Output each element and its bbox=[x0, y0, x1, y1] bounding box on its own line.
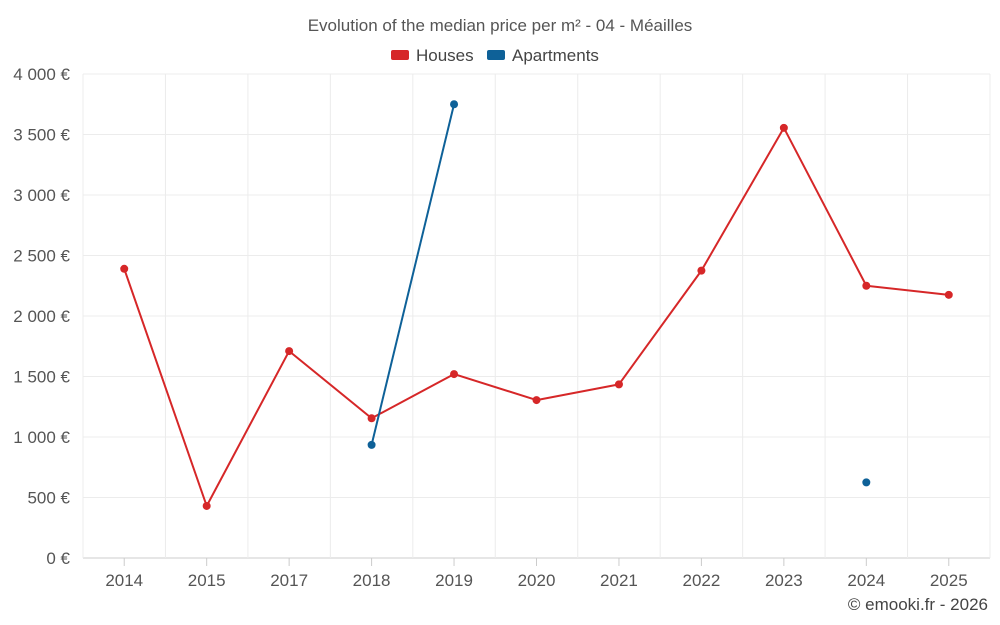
apartments-point[interactable]: Apartments 2018: 935 bbox=[367, 440, 376, 449]
houses-point[interactable]: Houses 2020: 1305 bbox=[532, 396, 541, 405]
x-tick-label: 2021 bbox=[600, 571, 638, 590]
y-tick-label: 2 500 € bbox=[13, 247, 70, 266]
houses-point[interactable]: Houses 2025: 2175 bbox=[944, 290, 953, 299]
apartments-line bbox=[370, 104, 456, 446]
houses-point[interactable]: Houses 2024: 2250 bbox=[862, 281, 871, 290]
houses-point[interactable]: Houses 2023: 3555 bbox=[779, 123, 788, 132]
x-tick-label: 2024 bbox=[847, 571, 885, 590]
y-tick-label: 1 500 € bbox=[13, 368, 70, 387]
chart-title: Evolution of the median price per m² - 0… bbox=[308, 16, 693, 35]
y-tick-label: 1 000 € bbox=[13, 428, 70, 447]
legend-label-apartments[interactable]: Apartments bbox=[512, 46, 599, 65]
x-tick-label: 2017 bbox=[270, 571, 308, 590]
houses-point[interactable]: Houses 2017: 1710 bbox=[285, 347, 294, 356]
houses-point[interactable]: Houses 2018: 1155 bbox=[367, 414, 376, 423]
x-tick-label: 2014 bbox=[105, 571, 143, 590]
x-tick-label: 2023 bbox=[765, 571, 803, 590]
houses-point[interactable]: Houses 2021: 1435 bbox=[614, 380, 623, 389]
apartments-point[interactable]: Apartments 2019: 3750 bbox=[450, 100, 459, 109]
houses-point[interactable]: Houses 2014: 2390 bbox=[120, 264, 129, 273]
apartments-point[interactable]: Apartments 2024: 625 bbox=[862, 478, 871, 487]
legend: Houses Apartments bbox=[391, 46, 599, 65]
houses-point[interactable]: Houses 2015: 430 bbox=[202, 501, 211, 510]
y-axis: 0 € 500 € 1 000 € 1 500 € 2 000 € 2 500 € 3 00… bbox=[13, 65, 70, 568]
credit-text: © emooki.fr - 2026 bbox=[848, 595, 988, 614]
legend-label-houses[interactable]: Houses bbox=[416, 46, 474, 65]
x-tick-label: 2015 bbox=[188, 571, 226, 590]
y-tick-label: 0 € bbox=[46, 549, 70, 568]
series-points: Houses 2014: 2390 Houses 2015: 430 Houses … bbox=[120, 100, 953, 510]
x-tick-label: 2018 bbox=[353, 571, 391, 590]
x-tick-label: 2025 bbox=[930, 571, 968, 590]
legend-swatch-houses[interactable] bbox=[391, 50, 409, 60]
houses-point[interactable]: Houses 2022: 2375 bbox=[697, 266, 706, 275]
y-tick-label: 500 € bbox=[27, 489, 70, 508]
x-tick-label: 2019 bbox=[435, 571, 473, 590]
y-tick-label: 4 000 € bbox=[13, 65, 70, 84]
x-axis: 2014 2015 2017 2018 2019 2020 2021 2022 2023 2024… bbox=[105, 558, 968, 590]
legend-swatch-apartments[interactable] bbox=[487, 50, 505, 60]
x-tick-label: 2022 bbox=[682, 571, 720, 590]
y-tick-label: 3 000 € bbox=[13, 186, 70, 205]
y-tick-label: 2 000 € bbox=[13, 307, 70, 326]
y-tick-label: 3 500 € bbox=[13, 126, 70, 145]
grid bbox=[82, 73, 991, 559]
x-tick-label: 2020 bbox=[518, 571, 556, 590]
